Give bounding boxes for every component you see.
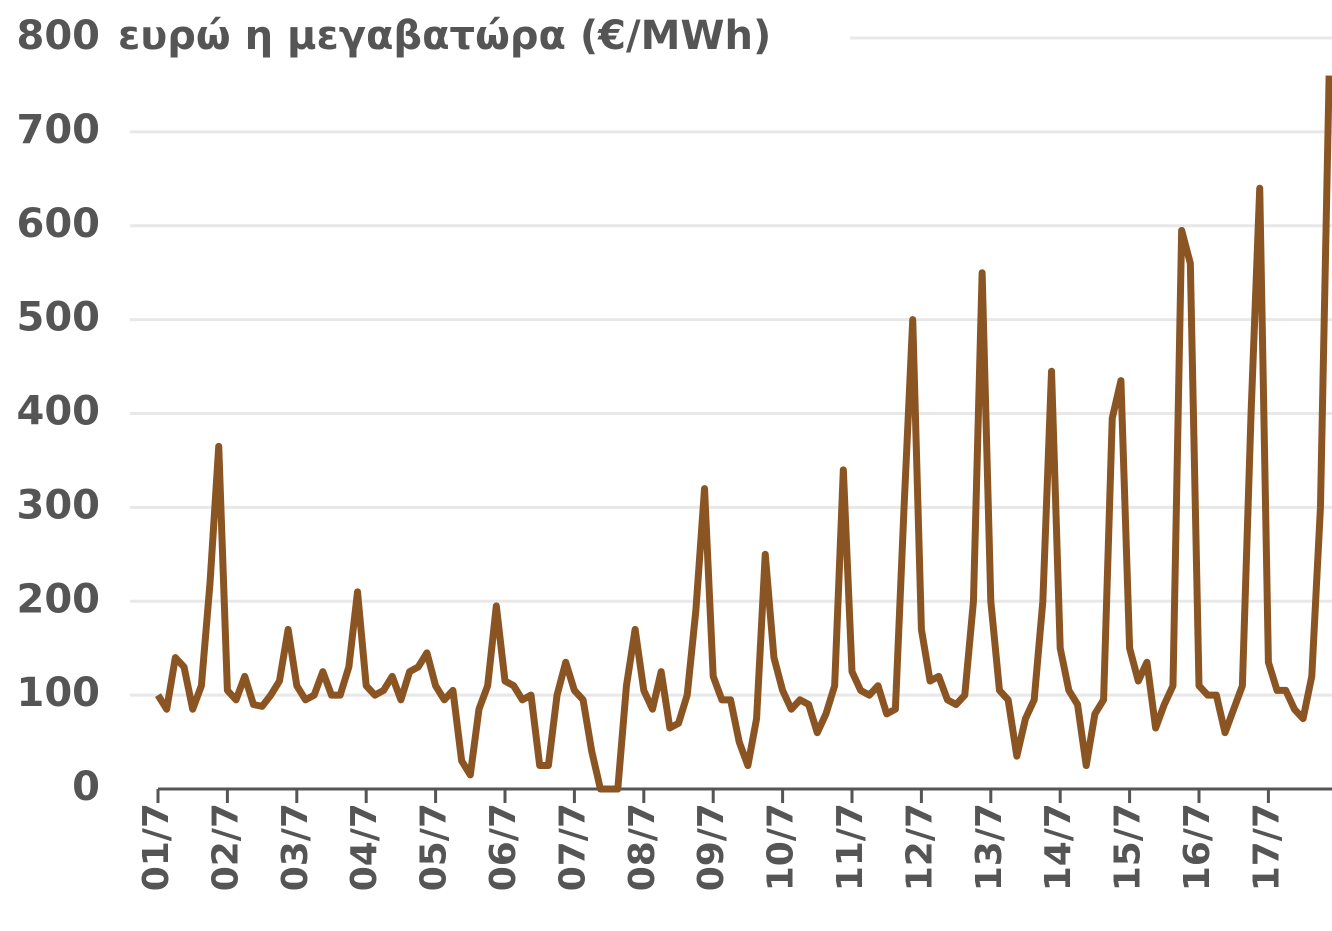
x-tick-label: 11/7 xyxy=(830,803,871,891)
x-tick-label: 17/7 xyxy=(1246,803,1287,891)
x-tick-label: 06/7 xyxy=(483,803,524,891)
x-tick-label: 05/7 xyxy=(414,803,455,891)
x-tick-label: 08/7 xyxy=(622,803,663,891)
x-tick-label: 16/7 xyxy=(1177,803,1218,891)
y-tick-label: 500 xyxy=(17,295,101,341)
chart-title: ευρώ η μεγαβατώρα (€/MWh) xyxy=(118,13,771,59)
y-tick-label: 300 xyxy=(17,482,101,528)
x-tick-label: 02/7 xyxy=(205,803,246,891)
y-tick-label: 100 xyxy=(17,670,101,716)
x-tick-label: 10/7 xyxy=(761,803,802,891)
x-tick-label: 01/7 xyxy=(136,803,177,891)
y-tick-label: 400 xyxy=(17,389,101,435)
price-line xyxy=(155,75,1332,793)
title-bg xyxy=(110,5,850,75)
y-tick-label: 200 xyxy=(17,576,101,622)
x-tick-label: 07/7 xyxy=(552,803,593,891)
x-tick-label: 13/7 xyxy=(969,803,1010,891)
y-tick-label: 800 xyxy=(17,13,101,59)
x-tick-label: 14/7 xyxy=(1038,803,1079,891)
y-tick-label: 700 xyxy=(17,107,101,153)
x-tick-label: 04/7 xyxy=(344,803,385,891)
x-tick-label: 09/7 xyxy=(691,803,732,891)
y-tick-label: 600 xyxy=(17,201,101,247)
x-tick-label: 15/7 xyxy=(1108,803,1149,891)
x-tick-label: 12/7 xyxy=(899,803,940,891)
y-tick-label: 0 xyxy=(72,764,100,810)
x-tick-label: 03/7 xyxy=(275,803,316,891)
